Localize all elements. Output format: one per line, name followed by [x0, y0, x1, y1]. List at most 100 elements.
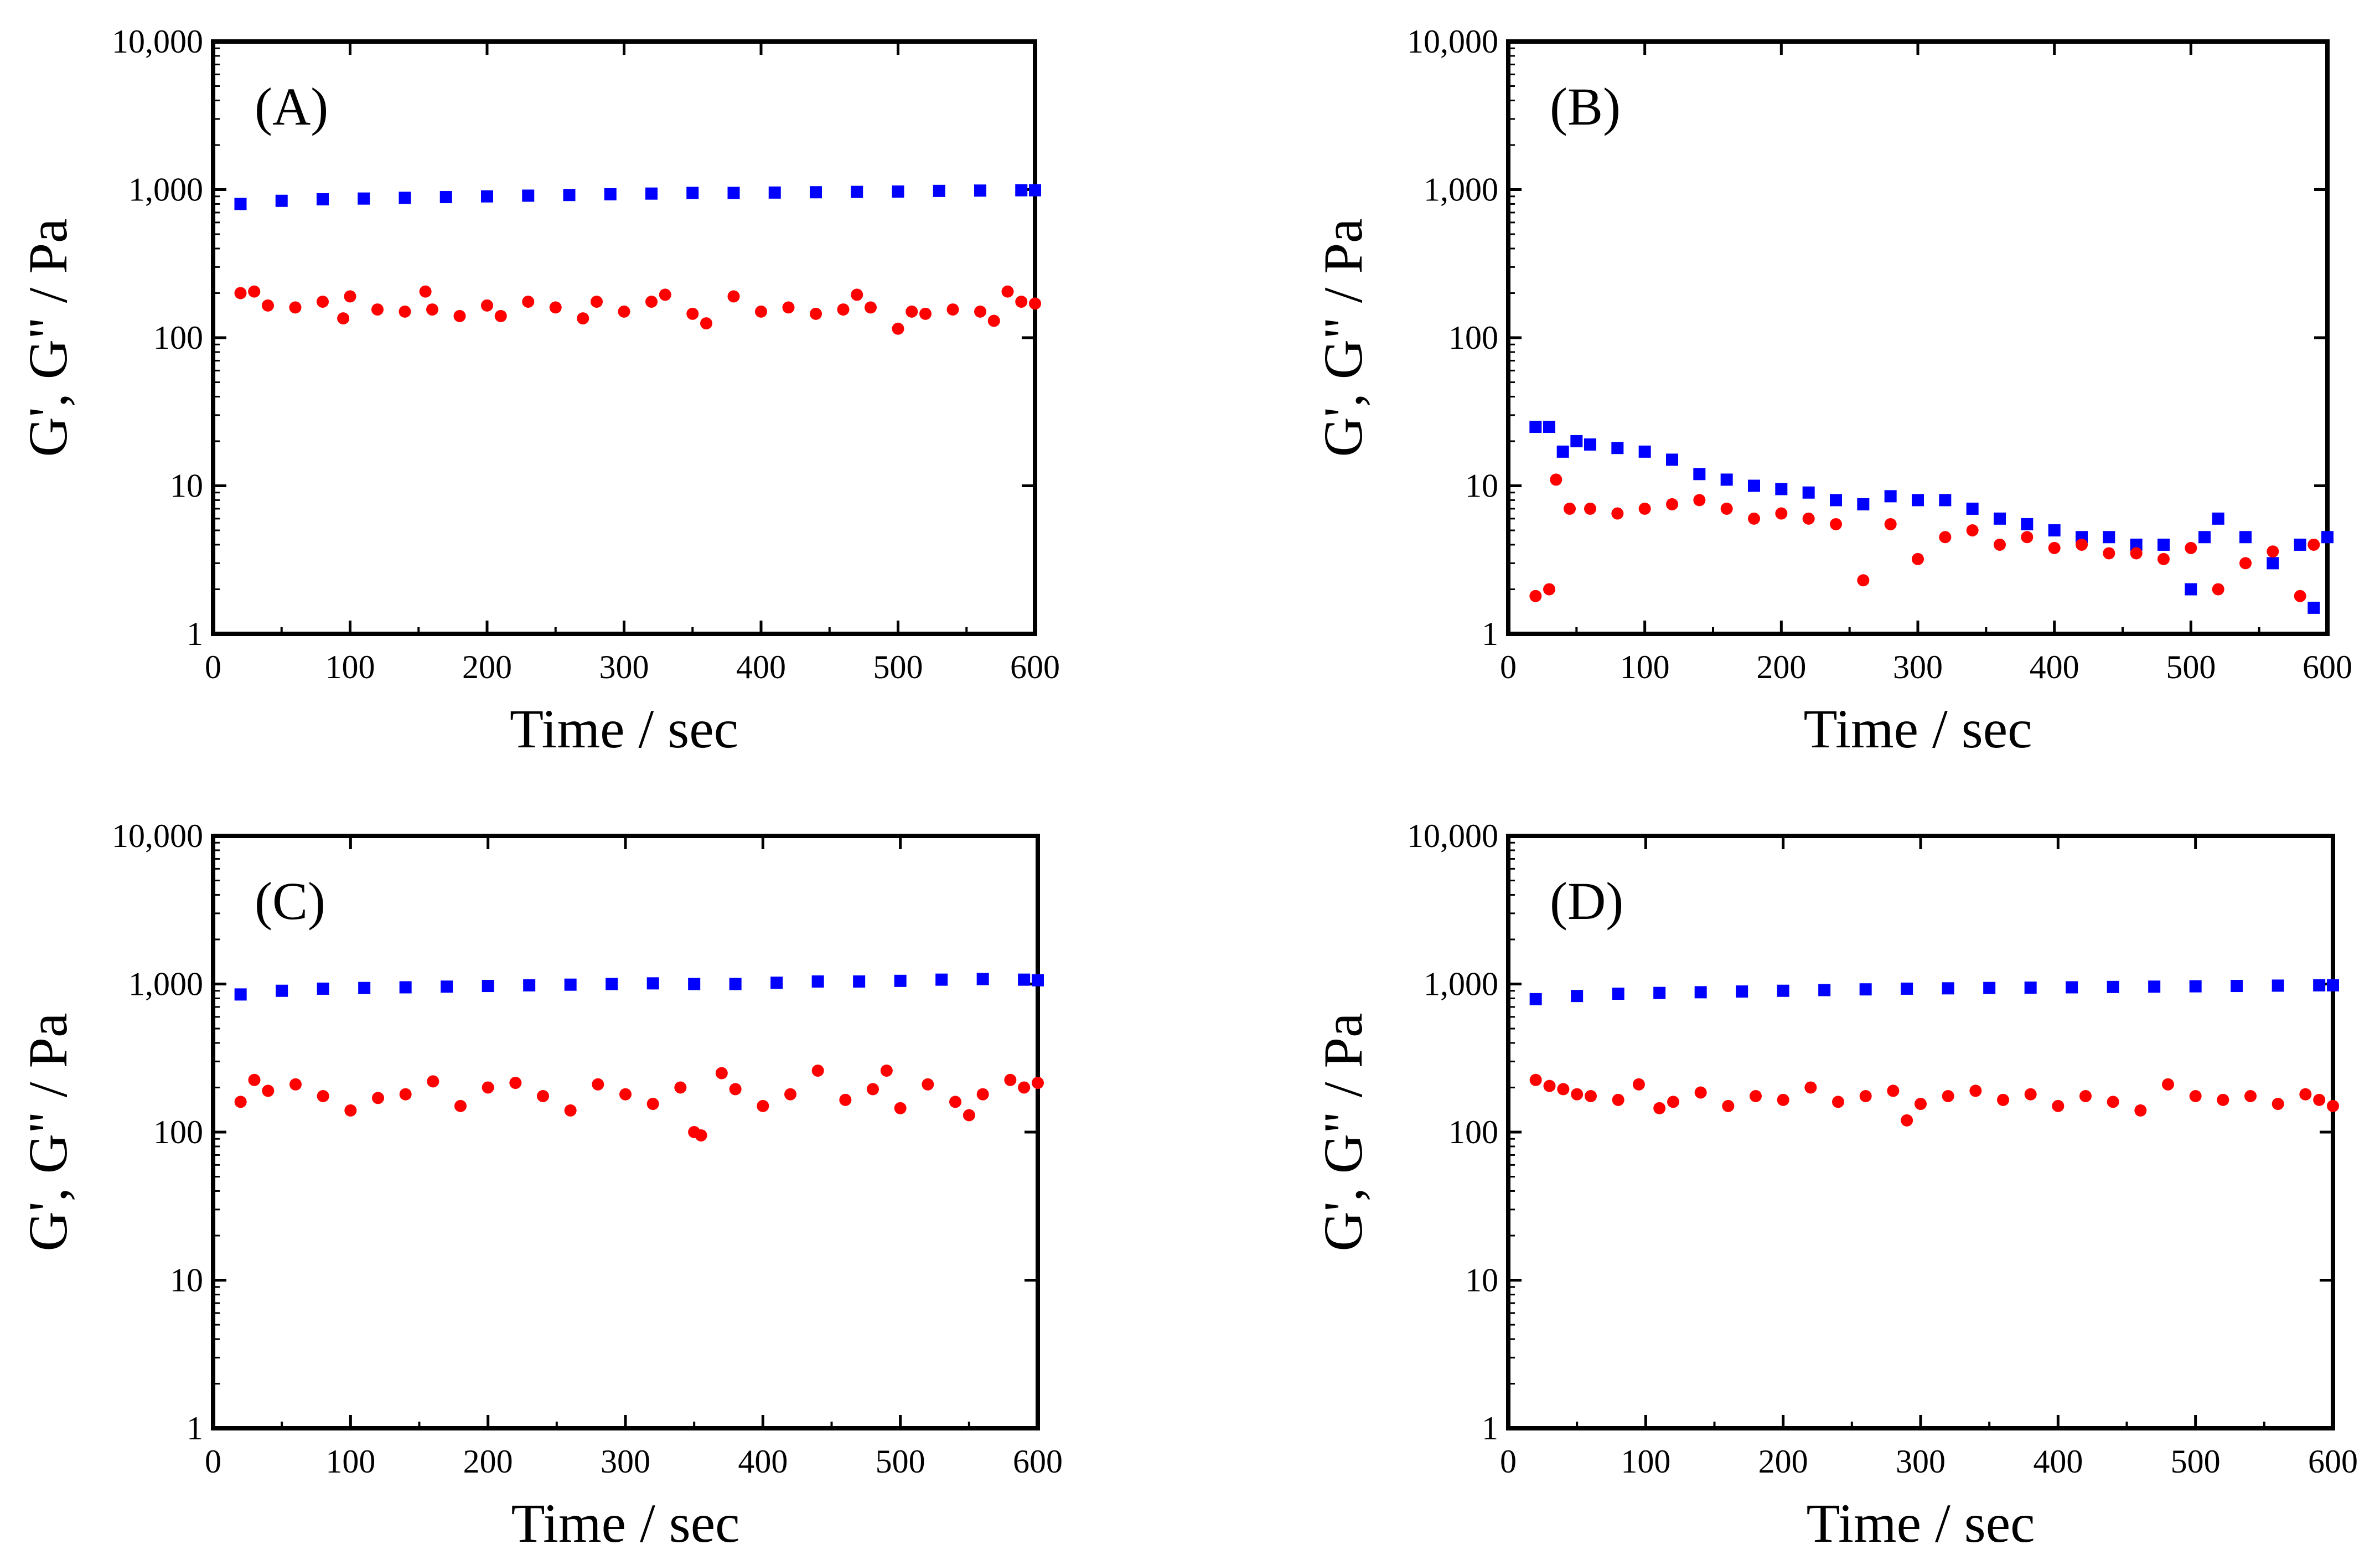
- data-point-square: [853, 975, 866, 988]
- data-point-circle: [1912, 552, 1924, 565]
- plot-frame: [1506, 834, 2335, 1430]
- data-point-square: [1694, 986, 1707, 999]
- data-point-circle: [2294, 590, 2306, 602]
- data-point-square: [1939, 494, 1952, 507]
- data-point-circle: [1942, 1089, 1954, 1102]
- x-tick-label: 600: [1010, 649, 1060, 685]
- data-point-circle: [262, 1084, 275, 1097]
- data-point-square: [729, 978, 742, 990]
- data-point-circle: [2134, 1104, 2147, 1117]
- data-point-circle: [1939, 531, 1952, 544]
- data-point-circle: [337, 312, 350, 325]
- data-point-circle: [1832, 1096, 1844, 1108]
- data-point-square: [523, 979, 536, 991]
- y-tick-label: 10,000: [1407, 23, 1498, 60]
- data-point-circle: [2107, 1096, 2119, 1108]
- data-point-square: [686, 187, 699, 199]
- data-point-circle: [1915, 1098, 1927, 1111]
- data-point-circle: [851, 288, 863, 301]
- y-tick-label: 100: [1448, 1114, 1498, 1150]
- y-tick-label: 10,000: [1407, 818, 1498, 854]
- x-tick-label: 600: [2303, 649, 2352, 685]
- data-point-circle: [2079, 1089, 2092, 1102]
- x-tick-label: 300: [1893, 649, 1943, 685]
- data-point-circle: [1750, 1089, 1762, 1102]
- data-point-circle: [399, 1088, 412, 1101]
- data-point-square: [1859, 983, 1872, 996]
- data-point-circle: [317, 295, 329, 308]
- data-point-square: [770, 977, 783, 989]
- data-point-square: [1830, 494, 1842, 507]
- data-point-circle: [2157, 552, 2170, 565]
- data-point-circle: [2162, 1078, 2174, 1091]
- data-point-square: [1777, 984, 1789, 997]
- x-tick-label: 0: [1500, 1443, 1517, 1480]
- series-g-double-prime: [234, 1064, 1044, 1142]
- series-g-prime: [1529, 421, 2334, 614]
- data-point-circle: [784, 1088, 796, 1101]
- data-point-square: [646, 977, 659, 990]
- x-tick-label: 500: [876, 1443, 925, 1480]
- data-point-square: [2198, 531, 2211, 544]
- data-point-square: [1912, 494, 1924, 507]
- plot-frame: [211, 39, 1037, 636]
- data-point-circle: [618, 305, 630, 318]
- data-point-circle: [2217, 1093, 2229, 1106]
- data-point-square: [481, 190, 493, 203]
- x-tick-label: 400: [2030, 649, 2079, 685]
- data-point-circle: [686, 307, 699, 320]
- data-point-circle: [2103, 547, 2115, 560]
- plot-frame: [211, 834, 1040, 1430]
- x-tick-label: 200: [462, 649, 512, 685]
- data-point-square: [317, 982, 329, 995]
- y-tick-label: 1: [1482, 1410, 1498, 1447]
- data-point-circle: [974, 305, 986, 318]
- x-tick-label: 500: [2166, 649, 2216, 685]
- data-point-circle: [577, 312, 589, 325]
- data-point-square: [645, 187, 658, 200]
- data-point-square: [2294, 538, 2306, 551]
- data-point-square: [1857, 498, 1870, 510]
- data-point-circle: [537, 1089, 549, 1102]
- data-point-square: [1611, 442, 1624, 454]
- data-point-square: [604, 188, 617, 200]
- data-point-circle: [1994, 538, 2006, 551]
- data-point-circle: [1884, 518, 1897, 530]
- data-point-square: [1775, 483, 1788, 495]
- data-point-circle: [2024, 1088, 2037, 1101]
- data-point-square: [1653, 986, 1666, 999]
- data-point-circle: [1004, 1073, 1017, 1086]
- data-point-square: [234, 988, 247, 1001]
- y-tick-label: 10: [170, 468, 203, 504]
- x-tick-label: 400: [736, 649, 786, 685]
- data-point-circle: [289, 301, 302, 314]
- y-axis-title: G', G" / Pa: [17, 218, 79, 457]
- x-axis-title: Time / sec: [1804, 698, 2032, 760]
- data-point-square: [2313, 979, 2326, 991]
- data-point-circle: [839, 1093, 852, 1106]
- data-point-circle: [894, 1102, 907, 1114]
- data-point-square: [976, 973, 989, 985]
- data-point-circle: [811, 1064, 824, 1077]
- data-point-circle: [2185, 541, 2197, 554]
- data-point-square: [892, 185, 904, 198]
- data-point-circle: [2130, 547, 2143, 560]
- data-point-square: [1666, 453, 1678, 466]
- data-point-circle: [919, 307, 932, 320]
- data-point-square: [1556, 445, 1569, 458]
- panel-a: 0 100 200 300 400 500 600 1 10 100 1,000 10,000 Time…: [17, 23, 1060, 760]
- x-tick-label: 600: [1013, 1443, 1063, 1480]
- data-point-square: [1802, 486, 1815, 499]
- y-tick-label: 100: [1448, 319, 1498, 356]
- data-point-circle: [946, 303, 959, 316]
- data-point-square: [1720, 473, 1733, 486]
- data-point-square: [234, 198, 247, 210]
- panel-label: (A): [255, 77, 328, 136]
- data-point-circle: [1638, 502, 1651, 515]
- data-point-square: [2272, 979, 2284, 992]
- data-point-square: [1942, 982, 1954, 995]
- data-point-circle: [1693, 494, 1706, 507]
- data-point-circle: [1694, 1086, 1707, 1099]
- data-point-circle: [234, 287, 247, 299]
- data-point-circle: [865, 301, 877, 314]
